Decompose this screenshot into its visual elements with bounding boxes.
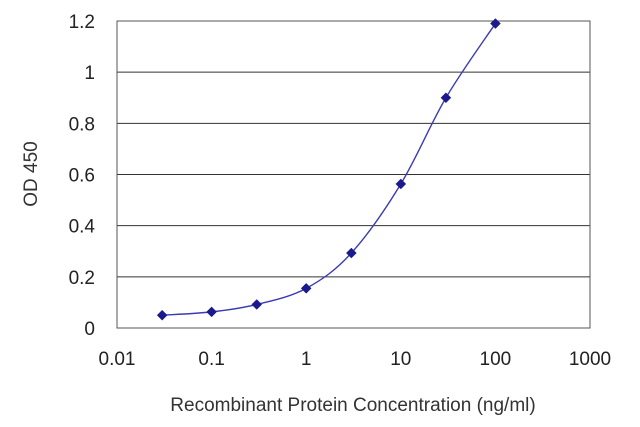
plot-area-frame bbox=[116, 20, 591, 329]
series-line bbox=[162, 23, 496, 316]
x-tick-label: 1000 bbox=[569, 349, 611, 370]
data-points bbox=[156, 18, 501, 321]
x-axis-tick-labels: 0.01 0.1 1 10 100 1000 bbox=[99, 349, 612, 370]
y-tick-label: 0.6 bbox=[69, 166, 95, 187]
gridlines bbox=[117, 71, 590, 278]
data-point-marker bbox=[395, 178, 407, 190]
x-tick-label: 100 bbox=[480, 349, 512, 370]
y-tick-label: 1 bbox=[84, 63, 95, 84]
data-point-marker bbox=[345, 247, 357, 259]
x-tick-label: 0.1 bbox=[198, 349, 224, 370]
y-tick-label: 1.2 bbox=[69, 12, 95, 33]
y-axis-title: OD 450 bbox=[21, 141, 42, 206]
x-tick-label: 0.01 bbox=[99, 349, 136, 370]
data-point-marker bbox=[440, 92, 452, 104]
x-axis-title: Recombinant Protein Concentration (ng/ml… bbox=[170, 395, 535, 416]
data-point-marker bbox=[300, 282, 312, 294]
x-tick-label: 10 bbox=[390, 349, 411, 370]
data-point-marker bbox=[156, 309, 168, 321]
y-tick-label: 0 bbox=[84, 319, 95, 340]
y-tick-label: 0.4 bbox=[69, 217, 96, 238]
y-tick-label: 0.8 bbox=[69, 114, 95, 135]
y-tick-label: 0.2 bbox=[69, 268, 95, 289]
data-point-marker bbox=[206, 306, 217, 318]
data-point-marker bbox=[490, 18, 501, 29]
data-point-marker bbox=[251, 299, 263, 310]
y-axis-tick-labels: 0 0.2 0.4 0.6 0.8 1 1.2 bbox=[69, 12, 96, 340]
x-tick-label: 1 bbox=[301, 349, 312, 370]
